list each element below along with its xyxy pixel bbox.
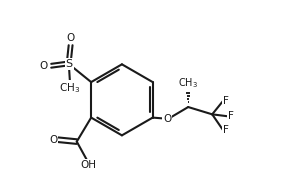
Text: F: F: [223, 95, 228, 106]
Text: CH$_3$: CH$_3$: [59, 81, 81, 95]
Text: O: O: [163, 113, 171, 124]
Text: O: O: [49, 135, 58, 145]
Text: S: S: [65, 59, 73, 69]
Text: CH$_3$: CH$_3$: [178, 76, 198, 90]
Text: F: F: [228, 111, 233, 121]
Text: O: O: [39, 61, 48, 71]
Text: O: O: [67, 33, 75, 43]
Text: OH: OH: [80, 160, 96, 170]
Text: F: F: [223, 125, 228, 136]
